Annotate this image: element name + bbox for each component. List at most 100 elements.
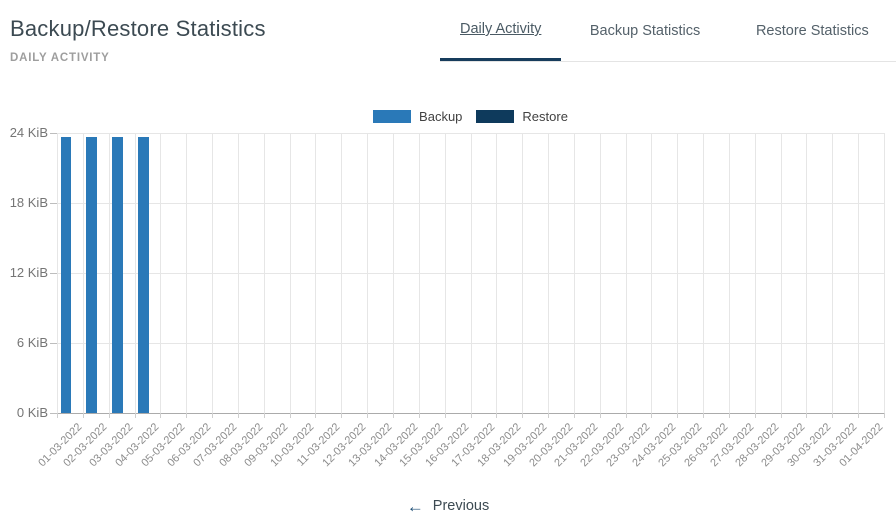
x-axis-tick — [496, 413, 498, 418]
v-gridline — [703, 133, 705, 413]
x-axis-tick — [134, 413, 136, 418]
y-axis-tick — [50, 133, 57, 134]
tab-bar: Daily Activity Backup Statistics Restore… — [440, 0, 896, 62]
v-gridline — [186, 133, 188, 413]
x-axis-tick — [289, 413, 291, 418]
x-axis-tick — [82, 413, 84, 418]
y-axis-tick — [50, 203, 57, 204]
v-gridline — [470, 133, 472, 413]
v-gridline — [496, 133, 498, 413]
x-axis-tick — [573, 413, 575, 418]
tab-label: Backup Statistics — [589, 22, 701, 39]
v-gridline — [599, 133, 601, 413]
y-axis-tick-label: 0 KiB — [16, 405, 48, 420]
tab-backup-statistics[interactable]: Backup Statistics — [561, 0, 728, 61]
x-axis-tick — [341, 413, 343, 418]
previous-link[interactable]: ← Previous — [0, 494, 896, 518]
v-gridline — [548, 133, 550, 413]
v-gridline — [392, 133, 394, 413]
x-axis-tick — [728, 413, 730, 418]
v-gridline — [573, 133, 575, 413]
backup-bar — [138, 136, 149, 413]
x-axis-tick — [651, 413, 653, 418]
x-axis-tick — [832, 413, 834, 418]
x-axis-tick — [625, 413, 627, 418]
v-gridline — [160, 133, 162, 413]
v-gridline — [651, 133, 653, 413]
v-gridline — [418, 133, 420, 413]
v-gridline — [289, 133, 291, 413]
tab-label: Daily Activity — [460, 21, 542, 37]
backup-bar — [112, 136, 123, 413]
page-subtitle: DAILY ACTIVITY — [10, 52, 110, 64]
x-axis-tick — [677, 413, 679, 418]
v-gridline — [522, 133, 524, 413]
x-axis-tick — [884, 413, 885, 418]
y-axis-tick-label: 12 KiB — [9, 265, 48, 280]
x-axis-tick — [263, 413, 265, 418]
x-axis-tick — [470, 413, 472, 418]
x-axis-tick — [522, 413, 524, 418]
tab-restore-statistics[interactable]: Restore Statistics — [729, 0, 896, 61]
y-axis-tick-label: 18 KiB — [9, 195, 48, 210]
y-axis-tick — [50, 343, 57, 344]
legend-label: Backup — [419, 108, 463, 124]
y-axis-tick-label: 24 KiB — [9, 125, 48, 140]
v-gridline — [884, 133, 885, 413]
v-gridline — [108, 133, 110, 413]
x-axis-tick — [108, 413, 110, 418]
x-axis-tick — [57, 413, 58, 418]
v-gridline — [754, 133, 756, 413]
backup-swatch-icon — [373, 109, 412, 123]
x-axis-tick — [444, 413, 446, 418]
v-gridline — [806, 133, 808, 413]
x-axis-tick — [806, 413, 808, 418]
v-gridline — [832, 133, 834, 413]
v-gridline — [780, 133, 782, 413]
x-axis-tick — [237, 413, 239, 418]
legend-item-restore: Restore — [476, 109, 568, 124]
bar-chart-plot-area — [57, 133, 885, 414]
chart-legend: Backup Restore — [57, 106, 884, 126]
x-axis-tick — [754, 413, 756, 418]
x-axis-tick — [703, 413, 705, 418]
x-axis-tick — [367, 413, 369, 418]
v-gridline — [625, 133, 627, 413]
x-axis-tick — [548, 413, 550, 418]
legend-item-backup: Backup — [373, 109, 462, 124]
x-axis-labels: 01-03-2022 02-03-2022 03-03-2022 04-03-2022… — [36, 413, 885, 485]
v-gridline — [444, 133, 446, 413]
x-axis-tick — [160, 413, 162, 418]
v-gridline — [315, 133, 317, 413]
v-gridline — [237, 133, 239, 413]
x-axis-tick — [212, 413, 214, 418]
y-axis-tick — [50, 413, 57, 414]
x-axis-tick — [315, 413, 317, 418]
v-gridline — [677, 133, 679, 413]
x-axis-tick — [858, 413, 860, 418]
x-axis-tick — [392, 413, 394, 418]
v-gridline — [858, 133, 860, 413]
v-gridline — [263, 133, 265, 413]
v-gridline — [82, 133, 84, 413]
x-axis-tick — [780, 413, 782, 418]
v-gridline — [212, 133, 214, 413]
restore-swatch-icon — [476, 109, 515, 123]
tab-daily-activity[interactable]: Daily Activity — [440, 0, 562, 61]
v-gridline — [57, 133, 58, 413]
v-gridline — [367, 133, 369, 413]
backup-bar — [86, 136, 97, 413]
x-axis-tick — [186, 413, 188, 418]
x-axis-tick — [599, 413, 601, 418]
v-gridline — [341, 133, 343, 413]
v-gridline — [134, 133, 136, 413]
x-axis-tick — [418, 413, 420, 418]
x-axis-ticks — [57, 413, 885, 419]
page-title: Backup/Restore Statistics — [10, 16, 266, 41]
y-axis-tick — [50, 273, 57, 274]
backup-bar — [60, 136, 72, 413]
previous-label: Previous — [432, 498, 490, 514]
tab-label: Restore Statistics — [755, 22, 869, 39]
legend-label: Restore — [522, 108, 568, 124]
